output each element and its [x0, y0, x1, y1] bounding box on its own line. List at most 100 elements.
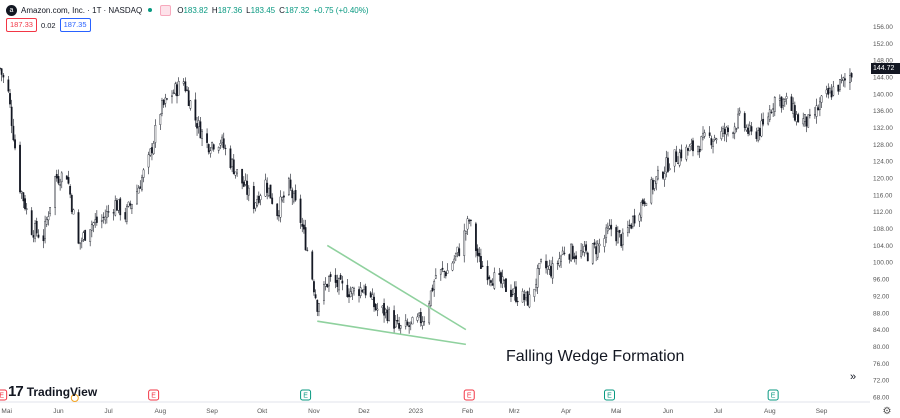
candle-body — [616, 231, 619, 244]
candle-body — [219, 143, 222, 146]
scroll-to-realtime-button[interactable]: » — [843, 368, 863, 386]
price-tick-label: 132.00 — [873, 125, 893, 132]
candle-body — [94, 219, 97, 223]
candle-body — [79, 242, 82, 245]
candle-body — [70, 195, 73, 213]
time-axis[interactable]: Mai Jun Jul Aug Sep Okt Nov Dez 2023 Feb Mrz Apr Mai… — [0, 401, 870, 415]
candle-body — [241, 168, 244, 184]
candle-body — [528, 294, 531, 308]
candle-body — [652, 179, 654, 190]
candle-body — [768, 109, 771, 120]
candle-body — [844, 78, 846, 81]
candle-body — [668, 168, 671, 171]
candle-body — [807, 114, 810, 128]
candle-body — [591, 243, 594, 264]
buy-price-button[interactable]: 187.35 — [59, 18, 91, 32]
candle-body — [236, 169, 239, 174]
candle-body — [464, 230, 467, 234]
candle-body — [313, 281, 315, 293]
trade-prices: 187.33 0.02 187.35 — [6, 18, 91, 32]
candle-body — [358, 289, 360, 296]
candle-body — [276, 203, 279, 217]
candle-body — [655, 176, 658, 184]
candle-body — [303, 224, 305, 230]
candle-body — [323, 283, 325, 301]
candle-body — [35, 220, 38, 234]
settings-button[interactable]: ⚙ — [880, 404, 894, 418]
candle-body — [212, 144, 215, 150]
candle-body — [299, 198, 302, 223]
candle-body — [291, 189, 294, 199]
time-tick-label: Dez — [358, 408, 370, 415]
candle-body — [334, 274, 337, 283]
candle-body — [95, 216, 98, 223]
time-tick-label: Sep — [206, 408, 218, 415]
candle-body — [466, 218, 469, 230]
candle-body — [454, 253, 457, 257]
candle-body — [550, 266, 552, 277]
candle-body — [105, 211, 108, 218]
sell-price-button[interactable]: 187.33 — [6, 18, 37, 32]
candle-body — [371, 294, 374, 300]
candle-body — [490, 280, 492, 283]
candle-body — [289, 179, 292, 189]
candle-body — [282, 195, 285, 198]
candle-body — [677, 162, 679, 164]
tradingview-logo[interactable]: 17 TradingView — [8, 383, 97, 400]
candle-body — [680, 149, 683, 159]
candle-body — [92, 222, 95, 226]
candle-body — [470, 219, 472, 221]
candle-body — [439, 269, 442, 275]
candle-body — [750, 126, 753, 132]
symbol-title[interactable]: Amazon.com, Inc. · 1T · NASDAQ — [21, 5, 143, 15]
time-tick-label: Apr — [561, 408, 572, 415]
candle-body — [548, 265, 551, 270]
candle-body — [732, 132, 734, 134]
price-tick-label: 128.00 — [873, 142, 893, 149]
earnings-marker: E — [604, 389, 616, 401]
candle-body — [685, 146, 688, 160]
candle-body — [762, 118, 765, 125]
candle-body — [383, 303, 385, 316]
candle-body — [640, 202, 643, 218]
candle-body — [373, 296, 375, 308]
candle-body — [540, 259, 542, 262]
gear-icon: ⚙ — [882, 405, 892, 417]
candle-body — [201, 131, 203, 140]
candle-body — [444, 272, 447, 277]
candle-body — [653, 180, 656, 189]
candle-body — [259, 195, 262, 200]
candle-body — [386, 309, 389, 321]
price-tick-label: 108.00 — [873, 226, 893, 233]
candle-body — [80, 240, 83, 242]
candle-body — [269, 184, 272, 199]
candle-body — [404, 320, 407, 327]
earnings-marker: E — [463, 389, 475, 401]
candle-body — [849, 75, 851, 84]
candle-body — [37, 234, 40, 238]
candle-body — [830, 90, 833, 98]
candle-body — [757, 130, 760, 141]
candle-body — [586, 252, 589, 262]
flag-icon[interactable] — [160, 4, 172, 16]
candle-body — [515, 286, 517, 302]
candle-body — [171, 95, 173, 97]
market-status-icon — [148, 8, 153, 12]
candle-body — [197, 120, 200, 127]
candle-body — [595, 246, 598, 255]
candle-body — [49, 207, 51, 214]
candle-body — [256, 199, 259, 206]
candle-body — [9, 93, 11, 105]
candle-body — [166, 98, 168, 100]
candle-body — [411, 317, 414, 325]
candle-body — [501, 276, 504, 284]
candle-body — [341, 280, 344, 284]
candle-body — [301, 223, 304, 227]
candle-body — [271, 197, 274, 204]
candle-body — [0, 68, 3, 75]
candle-body — [808, 114, 811, 116]
candle-body — [421, 321, 424, 327]
candle-body — [339, 274, 342, 280]
candle-body — [563, 252, 566, 254]
